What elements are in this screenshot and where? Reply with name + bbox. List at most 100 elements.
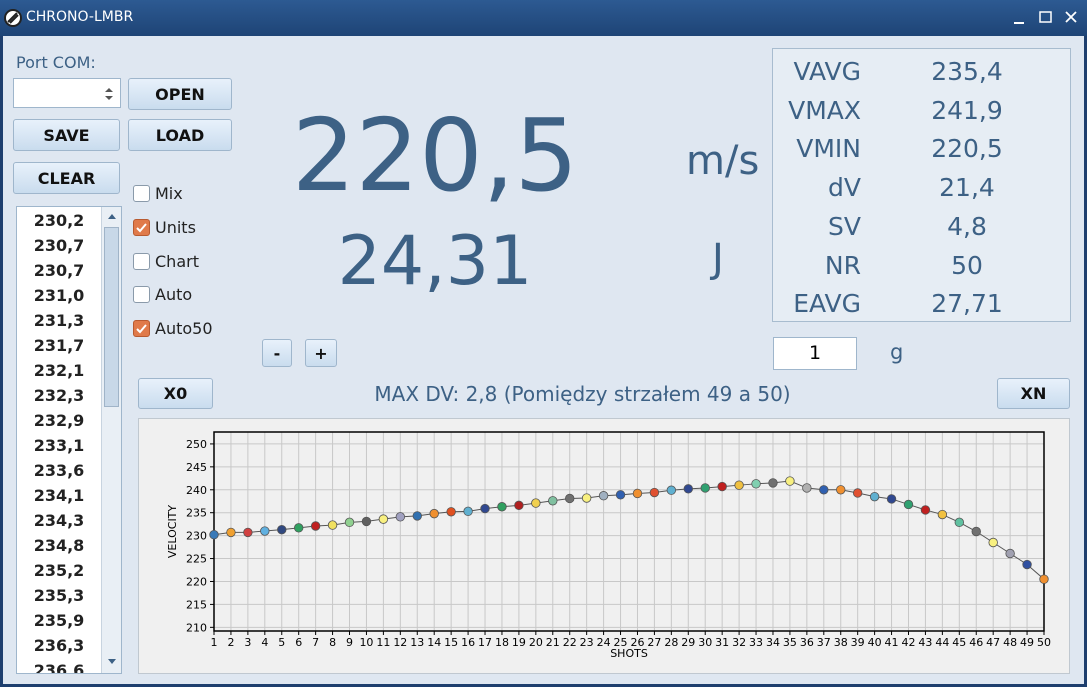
x-tick-label: 27	[647, 636, 661, 649]
list-item[interactable]: 236,3	[33, 636, 85, 655]
data-point	[581, 493, 592, 503]
x-tick-label: 36	[800, 636, 814, 649]
x-tick-label: 4	[261, 636, 268, 649]
checkbox-label[interactable]: Chart	[155, 251, 199, 271]
x-tick-label: 29	[681, 636, 695, 649]
scroll-down[interactable]	[105, 657, 119, 667]
list-item[interactable]: 236,6	[33, 661, 85, 674]
data-point	[260, 526, 270, 536]
x-tick-label: 30	[698, 636, 712, 649]
data-point	[683, 484, 693, 494]
check-mark	[136, 324, 147, 334]
list-item[interactable]: 234,3	[33, 511, 85, 530]
x-tick-label: 40	[868, 636, 882, 649]
x-tick-label: 49	[1020, 636, 1034, 649]
save-button[interactable]: SAVE	[13, 119, 120, 151]
weight-input[interactable]: 1	[773, 337, 857, 370]
shot-list[interactable]: 230,2 230,7 230,7 231,0 231,3 231,7 232,1 232,3…	[16, 206, 122, 674]
data-point	[361, 516, 372, 527]
data-point	[378, 514, 389, 524]
x-tick-label: 43	[918, 636, 932, 649]
x-tick-label: 25	[614, 636, 628, 649]
data-point	[565, 493, 575, 504]
port-select[interactable]	[13, 78, 121, 108]
data-point	[903, 499, 914, 510]
data-point	[226, 527, 236, 538]
stat-label: EAVG	[793, 289, 861, 319]
x-tick-label: 35	[783, 636, 797, 649]
plus-button[interactable]: +	[305, 339, 337, 367]
clear-button[interactable]: CLEAR	[13, 162, 120, 194]
data-point	[531, 498, 541, 508]
list-item[interactable]: 233,6	[33, 461, 85, 480]
list-item[interactable]: 233,1	[33, 436, 85, 455]
stat-label: NR	[824, 250, 861, 280]
list-item[interactable]: 232,3	[33, 386, 85, 405]
velocity-unit: m/s	[686, 138, 760, 184]
data-point	[734, 480, 744, 490]
checkbox-label[interactable]: Units	[155, 217, 196, 237]
data-point	[1039, 574, 1049, 584]
x-tick-label: 26	[630, 636, 644, 649]
x-tick-label: 28	[664, 636, 678, 649]
list-item[interactable]: 235,9	[33, 611, 85, 630]
xn-button[interactable]: XN	[997, 378, 1070, 409]
checkbox-label[interactable]: Mix	[155, 184, 183, 203]
data-point	[768, 478, 778, 488]
x-tick-label: 20	[529, 636, 543, 649]
list-item[interactable]: 230,7	[33, 261, 85, 280]
x-tick-label: 13	[410, 636, 424, 649]
y-tick-label: 225	[186, 553, 207, 566]
list-item[interactable]: 235,2	[33, 561, 85, 580]
app-icon	[4, 9, 22, 27]
data-point	[785, 476, 795, 486]
stat-label: VMIN	[796, 134, 861, 164]
x0-button[interactable]: X0	[138, 378, 213, 409]
x-tick-label: 10	[359, 636, 373, 649]
data-point	[293, 523, 304, 533]
x-tick-label: 34	[766, 636, 780, 649]
x-tick-label: 19	[512, 636, 526, 649]
checkbox-label[interactable]: Auto	[155, 285, 193, 305]
list-item[interactable]: 234,1	[33, 486, 85, 505]
max-dv-text: MAX DV: 2,8 (Pomiędzy strzałem 49 a 50)	[374, 382, 791, 406]
data-point	[429, 508, 439, 519]
list-item[interactable]: 232,9	[33, 411, 85, 430]
data-point	[480, 503, 490, 514]
list-item[interactable]: 232,1	[33, 361, 85, 380]
velocity-readout: 220,5	[291, 97, 579, 214]
data-point	[277, 524, 287, 535]
x-tick-label: 1	[211, 636, 218, 649]
scroll-thumb[interactable]	[104, 227, 119, 407]
list-item[interactable]: 231,7	[33, 336, 85, 355]
window-controls[interactable]	[1008, 8, 1083, 28]
data-point	[852, 488, 863, 498]
list-item[interactable]: 230,2	[33, 211, 85, 230]
list-item[interactable]: 230,7	[33, 236, 85, 255]
y-tick-label: 220	[186, 575, 207, 588]
checkbox-label[interactable]: Auto50	[155, 319, 213, 339]
load-button[interactable]: LOAD	[128, 119, 232, 151]
checkbox[interactable]	[133, 218, 150, 236]
stat-value: 241,9	[931, 95, 1003, 125]
checkbox[interactable]	[133, 252, 150, 270]
open-button[interactable]: OPEN	[128, 78, 232, 110]
data-point	[310, 521, 321, 531]
title-bar: CHRONO-LMBR	[0, 0, 1087, 36]
minus-button[interactable]: -	[262, 339, 292, 367]
checkbox[interactable]	[133, 185, 150, 202]
scrollbar[interactable]	[101, 207, 121, 673]
scroll-up[interactable]	[105, 211, 119, 221]
list-item[interactable]: 231,3	[33, 311, 85, 330]
data-point	[666, 485, 677, 495]
list-item[interactable]: 235,3	[33, 586, 85, 605]
checkbox[interactable]	[133, 320, 150, 338]
data-point	[920, 505, 931, 515]
list-item[interactable]: 231,0	[33, 286, 85, 305]
x-tick-label: 18	[495, 636, 509, 649]
checkbox[interactable]	[133, 286, 150, 304]
x-tick-label: 33	[749, 636, 763, 649]
list-item[interactable]: 234,8	[33, 536, 85, 555]
